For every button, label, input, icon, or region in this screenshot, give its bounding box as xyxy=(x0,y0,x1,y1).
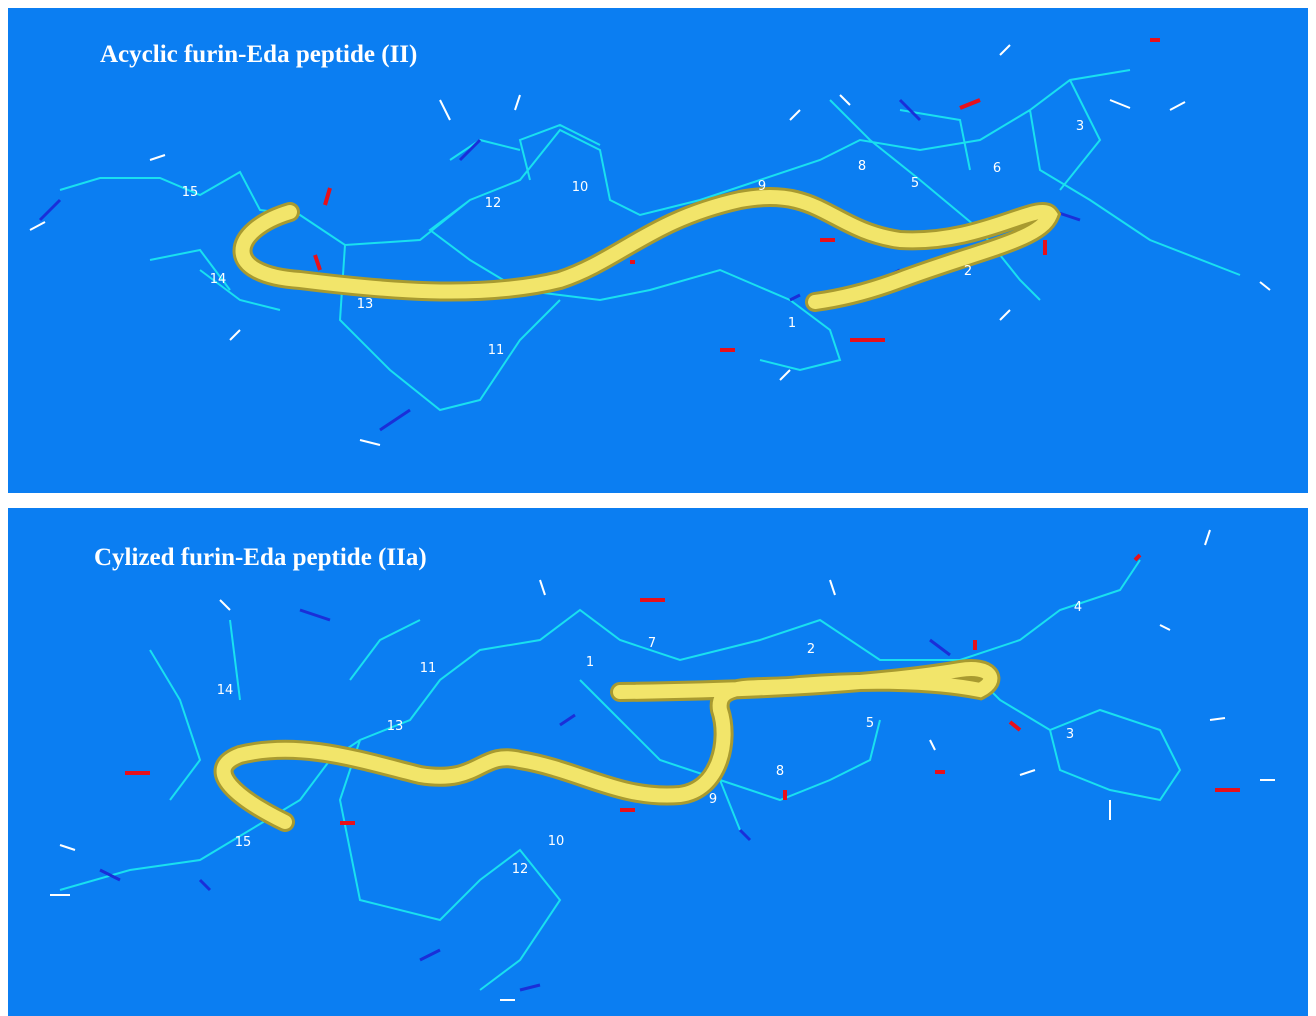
residue-label: 7 xyxy=(648,636,656,651)
residue-label: 1 xyxy=(586,655,594,670)
residue-label: 4 xyxy=(1074,600,1082,615)
panel-acyclic: Acyclic furin-Eda peptide (II) xyxy=(8,8,1308,493)
residue-label: 1 xyxy=(788,316,796,331)
residue-label: 11 xyxy=(488,343,505,358)
residue-label: 13 xyxy=(357,297,374,312)
panel-cyclized: Cylized furin-Eda peptide (IIa) xyxy=(8,508,1308,1016)
residue-label: 5 xyxy=(911,176,919,191)
residue-label: 3 xyxy=(1076,119,1084,134)
residue-label: 15 xyxy=(235,835,252,850)
residue-label: 14 xyxy=(210,272,227,287)
residue-label: 3 xyxy=(1066,727,1074,742)
residue-label: 15 xyxy=(182,185,199,200)
panel-background xyxy=(8,8,1308,493)
residue-label: 2 xyxy=(807,642,815,657)
residue-label: 11 xyxy=(420,661,437,676)
residue-label: 6 xyxy=(993,161,1001,176)
residue-label: 14 xyxy=(217,683,234,698)
residue-label: 10 xyxy=(572,180,589,195)
residue-label: 5 xyxy=(866,716,874,731)
panel-title: Acyclic furin-Eda peptide (II) xyxy=(100,41,417,68)
panel-background xyxy=(8,508,1308,1016)
residue-label: 10 xyxy=(548,834,565,849)
residue-label: 12 xyxy=(512,862,529,877)
figure: Acyclic furin-Eda peptide (II) Cylized f… xyxy=(0,0,1316,1016)
residue-label: 12 xyxy=(485,196,502,211)
residue-label: 8 xyxy=(776,764,784,779)
residue-label: 8 xyxy=(858,159,866,174)
page: Acyclic furin-Eda peptide (II) Cylized f… xyxy=(0,0,1316,1016)
residue-label: 9 xyxy=(758,179,766,194)
panel-title: Cylized furin-Eda peptide (IIa) xyxy=(94,544,427,571)
residue-label: 13 xyxy=(387,719,404,734)
residue-label: 9 xyxy=(709,792,717,807)
residue-label: 2 xyxy=(964,264,972,279)
